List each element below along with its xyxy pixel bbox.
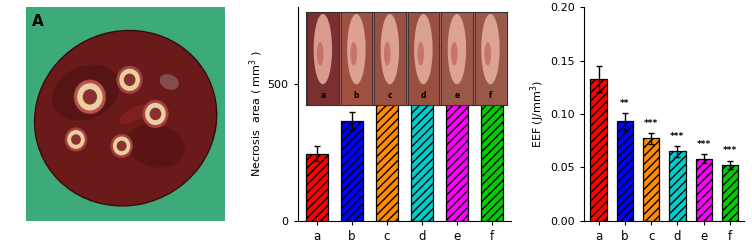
Circle shape xyxy=(111,134,132,158)
Text: ****: **** xyxy=(483,21,502,30)
Circle shape xyxy=(71,134,81,145)
Circle shape xyxy=(83,89,97,105)
Circle shape xyxy=(145,103,165,125)
Text: **: ** xyxy=(347,98,356,107)
Circle shape xyxy=(143,100,168,128)
Text: ***: *** xyxy=(670,132,684,141)
Circle shape xyxy=(124,74,135,86)
Text: ***: *** xyxy=(696,140,711,149)
Bar xyxy=(590,79,607,220)
Bar xyxy=(411,71,433,220)
Bar xyxy=(376,99,398,220)
Text: ***: *** xyxy=(723,147,737,156)
Bar xyxy=(669,151,686,220)
Circle shape xyxy=(67,130,85,149)
Bar xyxy=(481,41,503,220)
Bar xyxy=(722,165,738,221)
Bar xyxy=(643,138,660,220)
Circle shape xyxy=(65,128,87,151)
Circle shape xyxy=(117,141,126,151)
Circle shape xyxy=(74,80,106,114)
Text: A: A xyxy=(32,14,44,29)
Text: ***: *** xyxy=(644,119,658,128)
Text: ****: **** xyxy=(413,49,432,58)
Circle shape xyxy=(117,66,143,94)
Bar xyxy=(696,159,712,220)
Bar xyxy=(341,121,362,220)
Circle shape xyxy=(120,69,140,91)
Text: ****: **** xyxy=(447,41,466,50)
Text: **: ** xyxy=(620,98,629,108)
Circle shape xyxy=(150,108,161,120)
Ellipse shape xyxy=(159,74,179,90)
Y-axis label: EEF (J/mm$^3$): EEF (J/mm$^3$) xyxy=(529,80,547,148)
Bar xyxy=(617,121,633,220)
Ellipse shape xyxy=(52,64,120,121)
Y-axis label: Necrosis  area ( mm$^3$ ): Necrosis area ( mm$^3$ ) xyxy=(247,50,265,177)
Bar xyxy=(446,61,468,220)
Ellipse shape xyxy=(126,124,185,168)
Text: ***: *** xyxy=(380,78,394,87)
Ellipse shape xyxy=(119,104,152,124)
Circle shape xyxy=(77,83,102,110)
Ellipse shape xyxy=(35,30,217,206)
Bar xyxy=(306,154,328,220)
Circle shape xyxy=(113,136,130,155)
